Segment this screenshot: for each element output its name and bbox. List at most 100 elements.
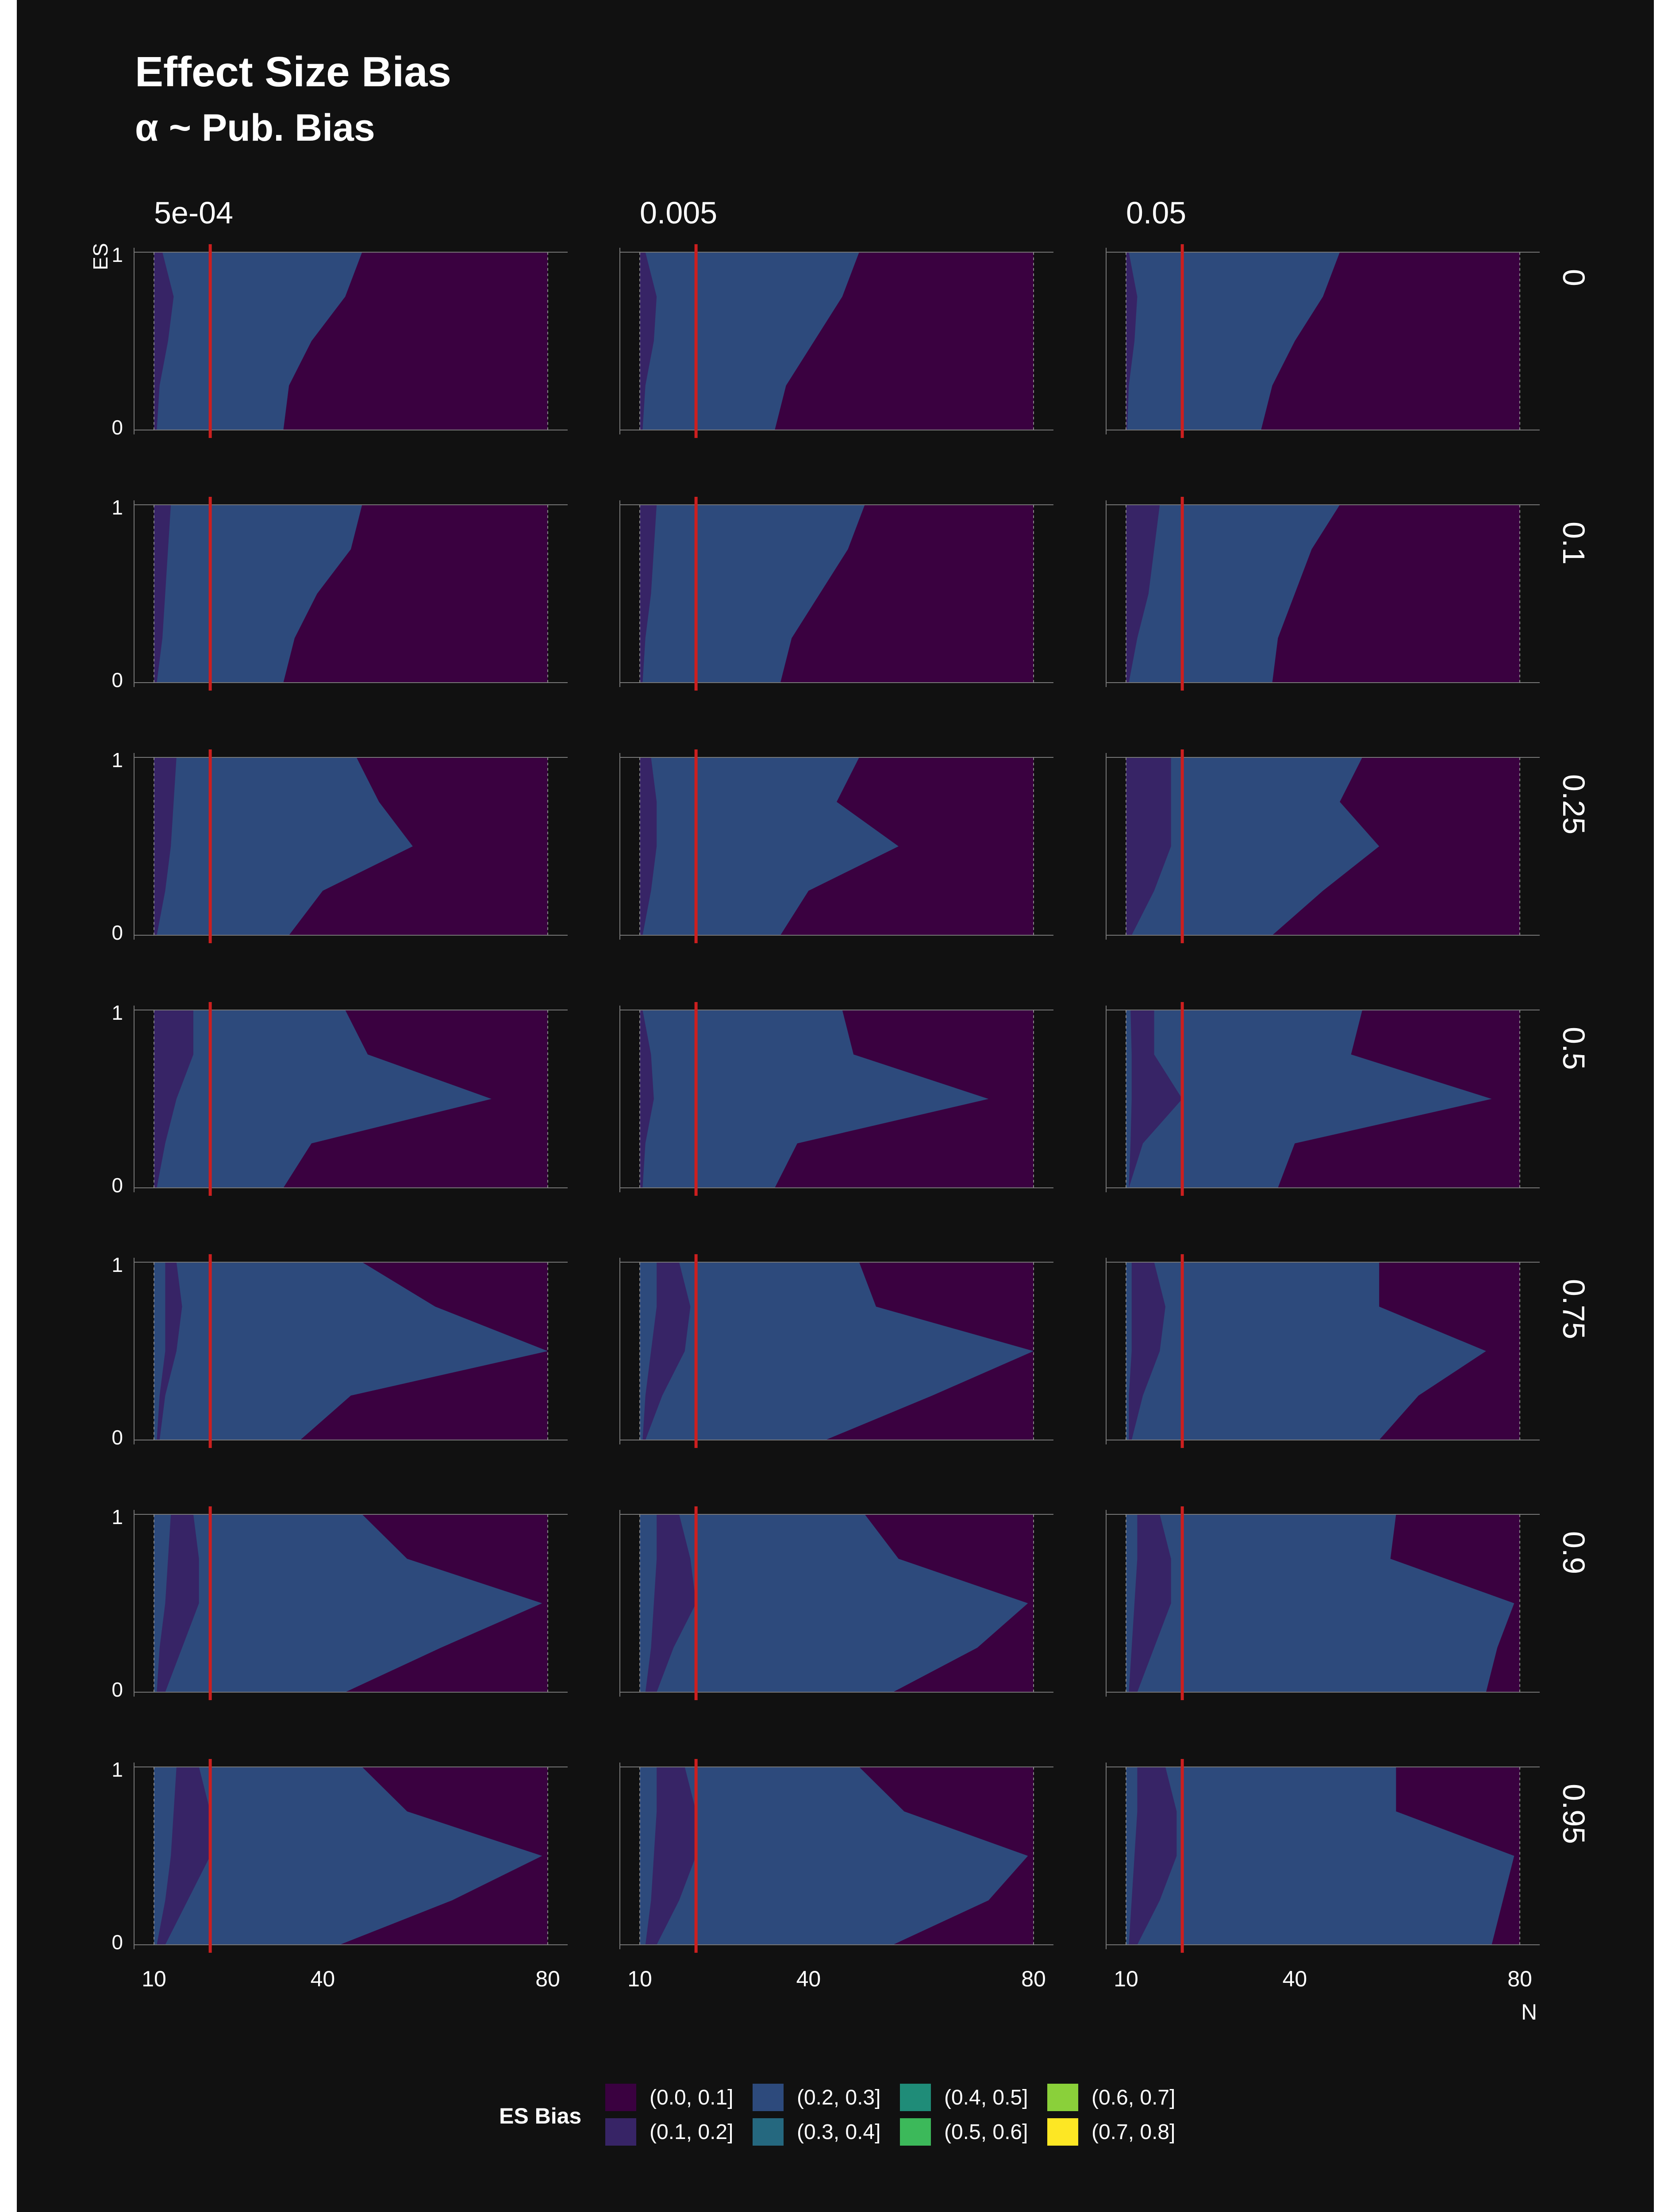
chart-canvas: Effect Size Bias α ~ Pub. Bias 5e-04 0.00… [17,0,1654,2212]
contour-band-2 [154,1514,542,1692]
facet-panel [619,244,1053,438]
legend-label: (0.6, 0.7] [1092,2086,1175,2109]
contour-band-2 [640,1262,657,1440]
contour-band-2 [640,1262,1034,1440]
contour-band-1 [154,1010,193,1188]
row-facet-label: 0.1 [1557,522,1591,565]
contour-band-2 [154,1514,171,1692]
contour-band-2 [1126,1767,1514,1945]
x-tick-label: 10 [627,1966,652,1991]
legend-title: ES Bias [499,2104,581,2128]
legend-label: (0.5, 0.6] [944,2120,1028,2144]
contour-band-1 [640,252,657,430]
contour-band-2 [1126,505,1340,683]
facet-panel [134,1254,568,1448]
contour-band-1 [640,757,657,935]
x-tick-label: 80 [1021,1966,1046,1991]
facet-panel [619,749,1053,943]
facet-panel [134,244,568,438]
row-facet-label: 0.9 [1557,1531,1591,1574]
contour-band-2 [154,252,362,430]
contour-band-2 [1126,1262,1486,1440]
contour-band-1 [1126,757,1171,935]
y-tick-label: 1 [111,496,123,519]
x-axis-label: N [1521,2000,1537,2024]
contour-band-2 [1126,1514,1514,1692]
legend-label: (0.0, 0.1] [650,2086,733,2109]
contour-band-2 [1126,1262,1132,1440]
contour-band-1 [1126,1262,1165,1440]
contour-band-2 [640,757,899,935]
row-facet-label: 0 [1557,269,1591,286]
contour-band-1 [1126,1767,1177,1945]
y-tick-label: 0 [111,921,123,944]
y-tick-label: 1 [111,1758,123,1781]
row-facet-label: 0.75 [1557,1279,1591,1339]
facet-panel [619,1254,1053,1448]
contour-band-1 [1126,505,1160,683]
x-tick-label: 10 [1114,1966,1138,1991]
contour-band-2 [154,1767,542,1945]
legend-label: (0.3, 0.4] [797,2120,880,2144]
x-tick-label: 40 [796,1966,821,1991]
x-tick-label: 40 [1283,1966,1307,1991]
legend-label: (0.2, 0.3] [797,2086,880,2109]
contour-facet-plot: 5e-04 0.005 0.05100100.1100.25100.5100.751… [89,196,1591,2146]
y-tick-label: 0 [111,1174,123,1197]
contour-band-2 [1126,1767,1138,1945]
y-tick-label: 0 [111,668,123,691]
x-tick-label: 10 [142,1966,166,1991]
y-tick-label: 0 [111,1678,123,1701]
facet-panel [134,1506,568,1700]
facet-panel [1106,1002,1540,1196]
contour-band-1 [154,757,177,935]
contour-band-2 [154,757,413,935]
legend-swatch [753,2084,784,2111]
facet-panel [134,749,568,943]
legend-swatch [1047,2084,1078,2111]
row-facet-label: 0.95 [1557,1784,1591,1844]
contour-band-1 [1126,1010,1183,1188]
contour-band-2 [640,1767,657,1945]
contour-band-1 [640,505,657,683]
y-tick-label: 1 [111,243,123,266]
contour-band-2 [154,505,362,683]
legend-swatch [900,2084,931,2111]
facet-panel [134,1759,568,1953]
contour-band-1 [640,1010,654,1188]
facet-panel [1106,497,1540,691]
facet-panel [134,497,568,691]
contour-band-1 [154,505,171,683]
y-tick-label: 1 [111,1505,123,1528]
contour-band-2 [640,1514,657,1692]
legend-label: (0.1, 0.2] [650,2120,733,2144]
facet-panel [619,1002,1053,1196]
legend-swatch [753,2118,784,2146]
contour-band-2 [1126,757,1380,935]
y-tick-label: 0 [111,1426,123,1449]
legend-swatch [1047,2118,1078,2146]
facet-panel [134,1002,568,1196]
chart-subtitle: α ~ Pub. Bias [135,107,375,149]
contour-band-2 [1126,1010,1492,1188]
contour-band-2 [1126,1514,1138,1692]
legend-swatch [605,2084,636,2111]
y-tick-label: 0 [111,416,123,439]
contour-band-1 [154,252,174,430]
chart-title: Effect Size Bias [135,48,451,96]
col-facet-label: 0.05 [1126,196,1186,230]
y-tick-label: 0 [111,1931,123,1954]
legend-swatch [900,2118,931,2146]
y-tick-label: 1 [111,1253,123,1276]
contour-band-2 [640,1514,1028,1692]
facet-panel [1106,1759,1540,1953]
contour-band-2 [1126,252,1340,430]
col-facet-label: 5e-04 [154,196,233,230]
contour-band-2 [154,1262,548,1440]
contour-band-2 [154,1767,177,1945]
contour-band-2 [1126,1010,1132,1188]
contour-band-1 [1126,252,1138,430]
legend-label: (0.7, 0.8] [1092,2120,1175,2144]
facet-panel [619,1506,1053,1700]
contour-band-2 [640,1010,989,1188]
